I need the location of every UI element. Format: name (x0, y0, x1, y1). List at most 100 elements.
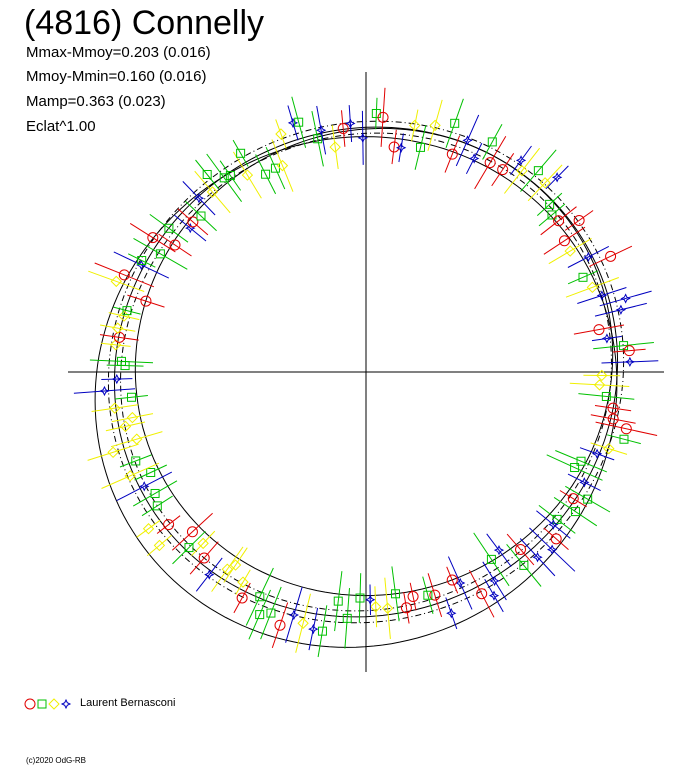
point-marker (198, 552, 210, 564)
error-bar (113, 306, 141, 315)
point-marker (615, 304, 627, 315)
error-bar (565, 485, 611, 513)
point-marker (400, 602, 412, 614)
error-bar (565, 277, 619, 298)
data-point (540, 206, 577, 236)
data-point (536, 192, 563, 216)
error-bar (545, 165, 569, 190)
data-point (287, 105, 299, 141)
error-bar (573, 324, 625, 335)
point-marker (113, 331, 125, 343)
data-point (567, 270, 599, 285)
data-point (565, 485, 611, 513)
point-marker (533, 166, 543, 176)
error-bar (391, 566, 400, 622)
data-point (510, 145, 532, 175)
error-bar (589, 245, 633, 267)
data-point (427, 99, 443, 152)
point-marker (596, 369, 608, 382)
point-marker (153, 539, 166, 552)
point-marker (266, 608, 276, 618)
error-bar (91, 404, 139, 412)
point-marker (119, 420, 132, 433)
error-bar (287, 105, 299, 141)
point-marker (391, 589, 401, 599)
point-marker (415, 142, 425, 152)
error-bar (114, 395, 148, 400)
point-marker (333, 596, 343, 606)
error-bar (583, 374, 621, 377)
data-point (594, 302, 647, 317)
point-marker (139, 481, 150, 492)
error-bar (595, 421, 658, 436)
point-marker (142, 523, 155, 535)
data-point (536, 510, 571, 539)
stat-eclat: Eclat^1.00 (26, 118, 96, 135)
point-marker (488, 590, 500, 601)
error-bar (127, 253, 156, 268)
legend-marker-diamond (48, 698, 60, 710)
error-bar (116, 471, 173, 502)
point-marker (550, 533, 562, 545)
error-bar (380, 87, 386, 147)
point-marker (601, 391, 611, 401)
error-bar (594, 302, 647, 317)
data-point (185, 200, 217, 232)
error-bar (285, 587, 303, 643)
legend-markers (24, 698, 72, 710)
error-bar (579, 447, 615, 461)
data-point (232, 151, 262, 199)
data-point (271, 139, 294, 192)
error-bar (590, 414, 636, 424)
error-bar (149, 213, 189, 243)
error-bar (291, 96, 307, 148)
point-marker (558, 235, 570, 247)
error-bar (369, 584, 371, 616)
error-bar (174, 214, 207, 242)
error-bar (422, 576, 434, 615)
error-bar (248, 589, 271, 640)
data-point (206, 153, 243, 202)
outer-curve (94, 136, 618, 648)
data-point (194, 170, 231, 214)
error-bar (99, 334, 139, 341)
point-marker (124, 470, 136, 482)
data-point (599, 290, 652, 307)
data-point (506, 533, 535, 566)
data-point (248, 589, 271, 640)
error-bar (100, 324, 136, 332)
error-bar (538, 203, 566, 227)
error-bar (316, 105, 327, 155)
data-point (595, 421, 658, 436)
point-marker (578, 272, 588, 282)
error-bar (591, 335, 622, 342)
data-point (233, 582, 251, 614)
error-bar (132, 480, 178, 507)
point-marker (337, 123, 349, 135)
point-marker (329, 141, 341, 153)
point-marker (345, 118, 356, 129)
point-marker (169, 239, 181, 251)
point-marker (313, 134, 323, 144)
data-point (388, 129, 400, 165)
point-marker (493, 545, 505, 556)
point-marker (225, 171, 235, 181)
data-point (191, 530, 216, 557)
point-marker (147, 232, 159, 244)
data-point (337, 110, 349, 147)
error-bar (445, 597, 458, 630)
point-marker (163, 519, 175, 531)
error-bar (445, 98, 464, 148)
point-marker (164, 223, 174, 233)
point-marker (484, 157, 496, 169)
data-point (573, 324, 625, 336)
error-bar (108, 312, 140, 321)
point-marker (184, 543, 194, 553)
point-marker (446, 574, 458, 586)
data-point (444, 135, 461, 173)
error-bar (536, 510, 571, 539)
data-point (89, 356, 154, 366)
error-bar (564, 210, 594, 231)
point-marker (193, 193, 205, 204)
error-bar (474, 136, 507, 190)
